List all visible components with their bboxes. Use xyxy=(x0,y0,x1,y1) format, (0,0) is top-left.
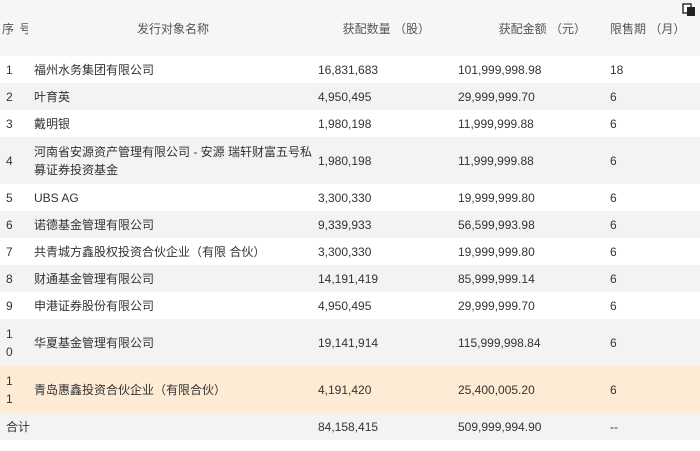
row-qty: 9,339,933 xyxy=(318,217,372,232)
table-row: 5 UBS AG 3,300,330 19,999,999.80 6 xyxy=(0,184,700,211)
copy-icon[interactable] xyxy=(682,3,696,17)
table-row: 11 青岛惠鑫投资合伙企业（有限合伙） 4,191,420 25,400,005… xyxy=(0,366,700,413)
table-row: 3 戴明银 1,980,198 11,999,999.88 6 xyxy=(0,110,700,137)
header-no: 序 号 xyxy=(0,0,28,56)
row-lockup: 6 xyxy=(610,271,617,286)
row-lockup: 6 xyxy=(610,298,617,313)
row-qty: 4,950,495 xyxy=(318,89,372,104)
table-row: 7 共青城方鑫股权投资合伙企业（有限 合伙） 3,300,330 19,999,… xyxy=(0,238,700,265)
row-qty: 14,191,419 xyxy=(318,271,379,286)
total-row: 合计 84,158,415 509,999,994.90 -- xyxy=(0,413,700,440)
header-lockup: 限售期 （月） xyxy=(592,0,700,56)
row-amount: 11,999,999.88 xyxy=(458,116,534,131)
table-row: 10 华夏基金管理有限公司 19,141,914 115,999,998.84 … xyxy=(0,319,700,366)
row-amount: 25,400,005.20 xyxy=(458,382,535,397)
row-lockup: 6 xyxy=(610,116,617,131)
header-name: 发行对象名称 xyxy=(28,0,312,56)
row-qty: 3,300,330 xyxy=(318,190,372,205)
row-amount: 101,999,998.98 xyxy=(458,62,542,77)
row-name: 诺德基金管理有限公司 xyxy=(34,218,155,232)
total-label: 合计 xyxy=(6,420,31,434)
row-amount: 19,999,999.80 xyxy=(458,190,535,205)
header-amount: 获配金额 （元） xyxy=(442,0,592,56)
row-lockup: 6 xyxy=(610,190,617,205)
row-lockup: 6 xyxy=(610,217,617,232)
row-name: 财通基金管理有限公司 xyxy=(34,272,155,286)
total-amount: 509,999,994.90 xyxy=(458,419,542,434)
row-qty: 1,980,198 xyxy=(318,116,372,131)
row-qty: 19,141,914 xyxy=(318,335,379,350)
row-no: 10 xyxy=(6,326,13,359)
row-amount: 19,999,999.80 xyxy=(458,244,535,259)
row-no: 5 xyxy=(6,190,13,205)
row-no: 7 xyxy=(6,244,13,259)
row-lockup: 6 xyxy=(610,382,617,397)
row-qty: 16,831,683 xyxy=(318,62,379,77)
row-amount: 115,999,998.84 xyxy=(458,335,541,350)
row-amount: 56,599,993.98 xyxy=(458,217,535,232)
row-name: UBS AG xyxy=(34,190,79,205)
total-lockup: -- xyxy=(610,419,618,434)
table-row: 4 河南省安源资产管理有限公司 - 安源 瑞轩财富五号私募证券投资基金 1,98… xyxy=(0,137,700,184)
row-name: 戴明银 xyxy=(34,117,71,131)
row-no: 2 xyxy=(6,89,13,104)
row-lockup: 18 xyxy=(610,62,624,77)
row-lockup: 6 xyxy=(610,335,617,350)
row-qty: 3,300,330 xyxy=(318,244,372,259)
row-no: 3 xyxy=(6,116,13,131)
row-amount: 11,999,999.88 xyxy=(458,153,534,168)
row-qty: 4,191,420 xyxy=(318,382,372,397)
table-row: 9 申港证券股份有限公司 4,950,495 29,999,999.70 6 xyxy=(0,292,700,319)
row-name: 叶育英 xyxy=(34,90,71,104)
table-row: 2 叶育英 4,950,495 29,999,999.70 6 xyxy=(0,83,700,110)
row-lockup: 6 xyxy=(610,244,617,259)
table-row: 1 福州水务集团有限公司 16,831,683 101,999,998.98 1… xyxy=(0,56,700,83)
row-lockup: 6 xyxy=(610,89,617,104)
row-name: 共青城方鑫股权投资合伙企业（有限 合伙） xyxy=(34,245,266,259)
row-no: 8 xyxy=(6,271,13,286)
row-amount: 29,999,999.70 xyxy=(458,89,535,104)
total-qty: 84,158,415 xyxy=(318,419,379,434)
row-name: 华夏基金管理有限公司 xyxy=(34,336,155,350)
row-lockup: 6 xyxy=(610,153,617,168)
row-name: 申港证券股份有限公司 xyxy=(34,299,155,313)
row-no: 11 xyxy=(6,373,13,406)
row-amount: 29,999,999.70 xyxy=(458,298,535,313)
row-name: 青岛惠鑫投资合伙企业（有限合伙） xyxy=(34,383,227,397)
row-qty: 4,950,495 xyxy=(318,298,372,313)
row-no: 6 xyxy=(6,217,13,232)
table-row: 6 诺德基金管理有限公司 9,339,933 56,599,993.98 6 xyxy=(0,211,700,238)
header-qty: 获配数量 （股） xyxy=(312,0,442,56)
row-name: 河南省安源资产管理有限公司 - 安源 瑞轩财富五号私募证券投资基金 xyxy=(34,144,312,177)
table-row: 8 财通基金管理有限公司 14,191,419 85,999,999.14 6 xyxy=(0,265,700,292)
row-no: 9 xyxy=(6,298,13,313)
allocation-table: 序 号 发行对象名称 获配数量 （股） 获配金额 （元） 限售期 （月） 1 福… xyxy=(0,0,700,440)
row-no: 1 xyxy=(6,62,13,77)
row-no: 4 xyxy=(6,153,13,168)
row-amount: 85,999,999.14 xyxy=(458,271,535,286)
table-header-row: 序 号 发行对象名称 获配数量 （股） 获配金额 （元） 限售期 （月） xyxy=(0,0,700,56)
row-qty: 1,980,198 xyxy=(318,153,372,168)
row-name: 福州水务集团有限公司 xyxy=(34,63,155,77)
